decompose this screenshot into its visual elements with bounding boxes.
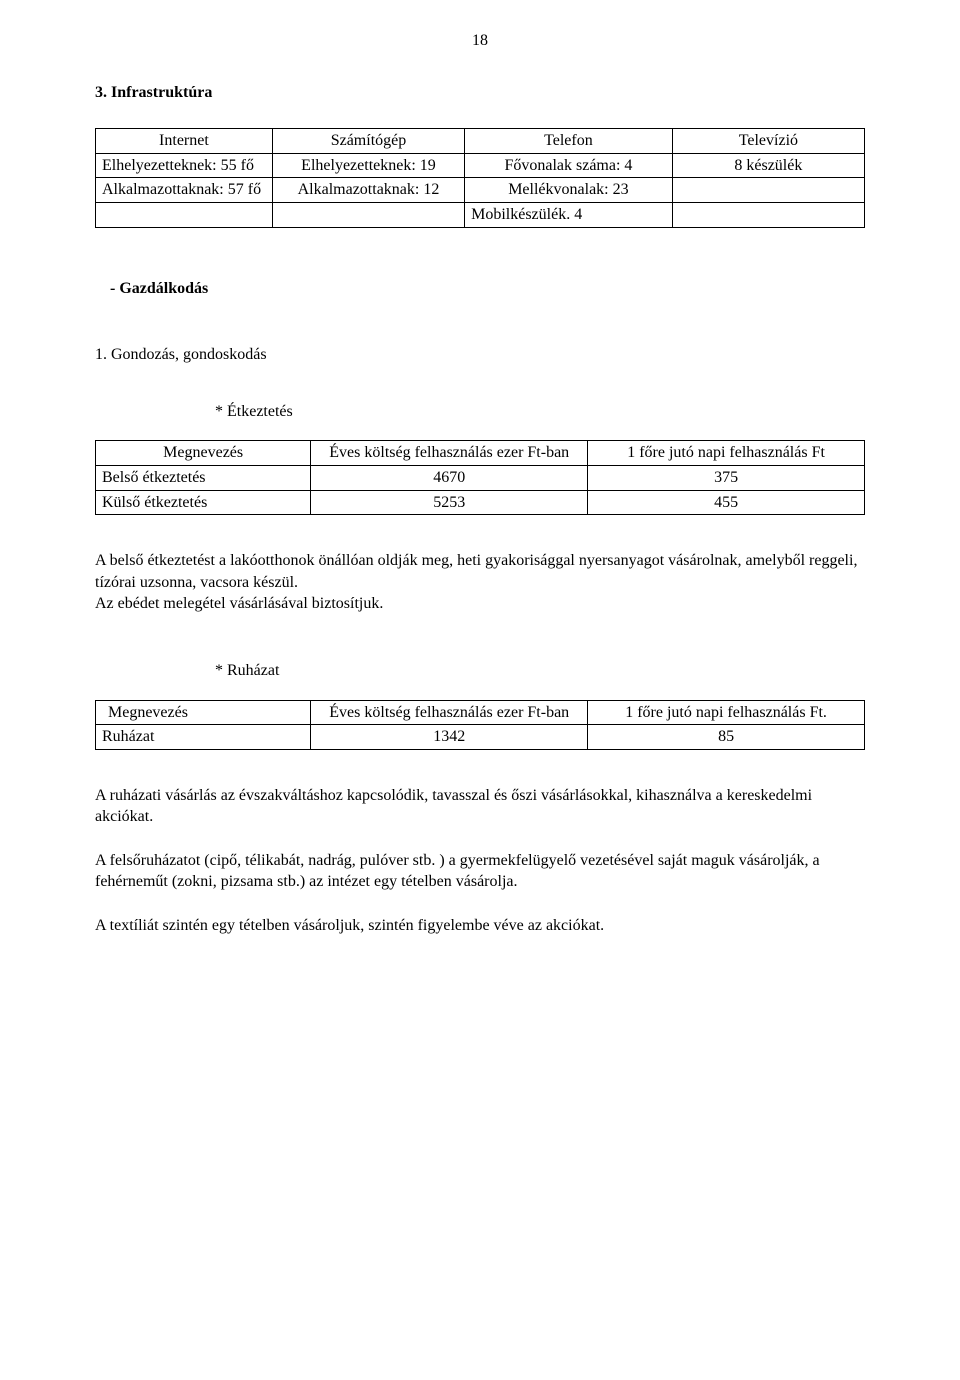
th-eves: Éves költség felhasználás ezer Ft-ban xyxy=(311,700,588,725)
th-eves: Éves költség felhasználás ezer Ft-ban xyxy=(311,441,588,466)
cell: Belső étkeztetés xyxy=(96,465,311,490)
cell: Mellékvonalak: 23 xyxy=(465,178,673,203)
table-row: Ruházat 1342 85 xyxy=(96,725,865,750)
table-row: Internet Számítógép Telefon Televízió xyxy=(96,129,865,154)
cell: 5253 xyxy=(311,490,588,515)
table-etkeztetes: Megnevezés Éves költség felhasználás eze… xyxy=(95,440,865,515)
table-row: Külső étkeztetés 5253 455 xyxy=(96,490,865,515)
table-row: Mobilkészülék. 4 xyxy=(96,202,865,227)
paragraph: A ruházati vásárlás az évszakváltáshoz k… xyxy=(95,785,865,828)
paragraph: A felsőruházatot (cipő, télikabát, nadrá… xyxy=(95,850,865,893)
table-row: Megnevezés Éves költség felhasználás eze… xyxy=(96,441,865,466)
th-szamitogep: Számítógép xyxy=(272,129,464,154)
section-heading-gazdalkodas: - Gazdálkodás xyxy=(110,278,865,300)
page-number: 18 xyxy=(95,30,865,52)
th-megnevezes: Megnevezés xyxy=(96,700,311,725)
cell: 85 xyxy=(588,725,865,750)
paragraph: A textíliát szintén egy tételben vásárol… xyxy=(95,915,865,937)
table-infrastruktura: Internet Számítógép Telefon Televízió El… xyxy=(95,128,865,227)
cell: Elhelyezetteknek: 55 fő xyxy=(96,153,273,178)
th-internet: Internet xyxy=(96,129,273,154)
th-telefon: Telefon xyxy=(465,129,673,154)
table-row: Belső étkeztetés 4670 375 xyxy=(96,465,865,490)
cell: Külső étkeztetés xyxy=(96,490,311,515)
table-ruhazat: Megnevezés Éves költség felhasználás eze… xyxy=(95,700,865,750)
cell: 8 készülék xyxy=(672,153,864,178)
cell: Elhelyezetteknek: 19 xyxy=(272,153,464,178)
cell: Ruházat xyxy=(96,725,311,750)
section-heading-infrastruktura: 3. Infrastruktúra xyxy=(95,82,865,104)
cell: Mobilkészülék. 4 xyxy=(465,202,673,227)
table-row: Megnevezés Éves költség felhasználás eze… xyxy=(96,700,865,725)
cell xyxy=(672,178,864,203)
cell xyxy=(672,202,864,227)
cell: Fővonalak száma: 4 xyxy=(465,153,673,178)
cell: Alkalmazottaknak: 12 xyxy=(272,178,464,203)
table-row: Elhelyezetteknek: 55 fő Elhelyezetteknek… xyxy=(96,153,865,178)
th-fore: 1 főre jutó napi felhasználás Ft. xyxy=(588,700,865,725)
th-fore: 1 főre jutó napi felhasználás Ft xyxy=(588,441,865,466)
cell: Alkalmazottaknak: 57 fő xyxy=(96,178,273,203)
section-heading-gondozas: 1. Gondozás, gondoskodás xyxy=(95,344,865,366)
cell xyxy=(96,202,273,227)
cell: 375 xyxy=(588,465,865,490)
star-heading-etkeztetes: * Étkeztetés xyxy=(215,401,865,423)
th-televizio: Televízió xyxy=(672,129,864,154)
star-heading-ruhazat: * Ruházat xyxy=(215,660,865,682)
table-row: Alkalmazottaknak: 57 fő Alkalmazottaknak… xyxy=(96,178,865,203)
paragraph: A belső étkeztetést a lakóotthonok önáll… xyxy=(95,550,865,593)
cell: 455 xyxy=(588,490,865,515)
th-megnevezes: Megnevezés xyxy=(96,441,311,466)
cell: 1342 xyxy=(311,725,588,750)
cell xyxy=(272,202,464,227)
paragraph: Az ebédet melegétel vásárlásával biztosí… xyxy=(95,593,865,615)
cell: 4670 xyxy=(311,465,588,490)
